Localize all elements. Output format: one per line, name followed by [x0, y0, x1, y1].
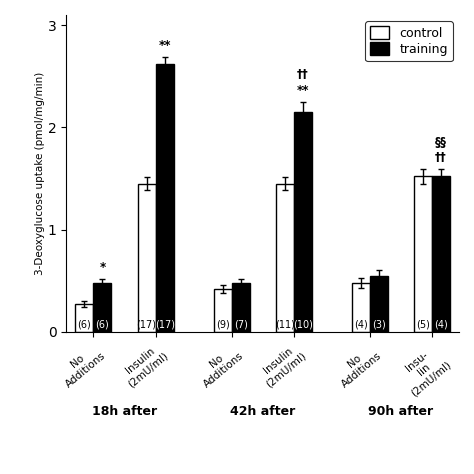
Bar	[137, 183, 155, 332]
Bar	[294, 112, 312, 332]
Text: (9): (9)	[216, 320, 229, 330]
Bar	[370, 275, 388, 332]
Text: 18h after: 18h after	[92, 405, 157, 419]
Text: (4): (4)	[354, 320, 368, 330]
Bar	[155, 64, 173, 332]
Text: (6): (6)	[96, 320, 109, 330]
Text: 90h after: 90h after	[368, 405, 433, 419]
Text: (17): (17)	[137, 320, 156, 330]
Text: ††: ††	[435, 151, 447, 164]
Text: (10): (10)	[293, 320, 313, 330]
Text: (6): (6)	[78, 320, 91, 330]
Text: (4): (4)	[434, 320, 448, 330]
Text: (7): (7)	[234, 320, 247, 330]
Text: **: **	[297, 84, 309, 97]
Text: (17): (17)	[155, 320, 174, 330]
Text: 42h after: 42h after	[230, 405, 295, 419]
Text: *: *	[100, 261, 106, 273]
Text: (3): (3)	[372, 320, 386, 330]
Bar	[276, 183, 294, 332]
Bar	[93, 283, 111, 332]
Text: ††: ††	[297, 68, 309, 82]
Bar	[232, 283, 250, 332]
Bar	[214, 289, 232, 332]
Bar	[414, 176, 432, 332]
Bar	[352, 283, 370, 332]
Text: (11): (11)	[275, 320, 295, 330]
Legend: control, training: control, training	[365, 21, 453, 61]
Text: (5): (5)	[416, 320, 430, 330]
Bar	[432, 176, 450, 332]
Bar	[75, 304, 93, 332]
Text: **: **	[158, 39, 171, 52]
Y-axis label: 3-Deoxyglucose uptake (pmol/mg/min): 3-Deoxyglucose uptake (pmol/mg/min)	[35, 72, 45, 275]
Text: §§: §§	[435, 136, 447, 149]
